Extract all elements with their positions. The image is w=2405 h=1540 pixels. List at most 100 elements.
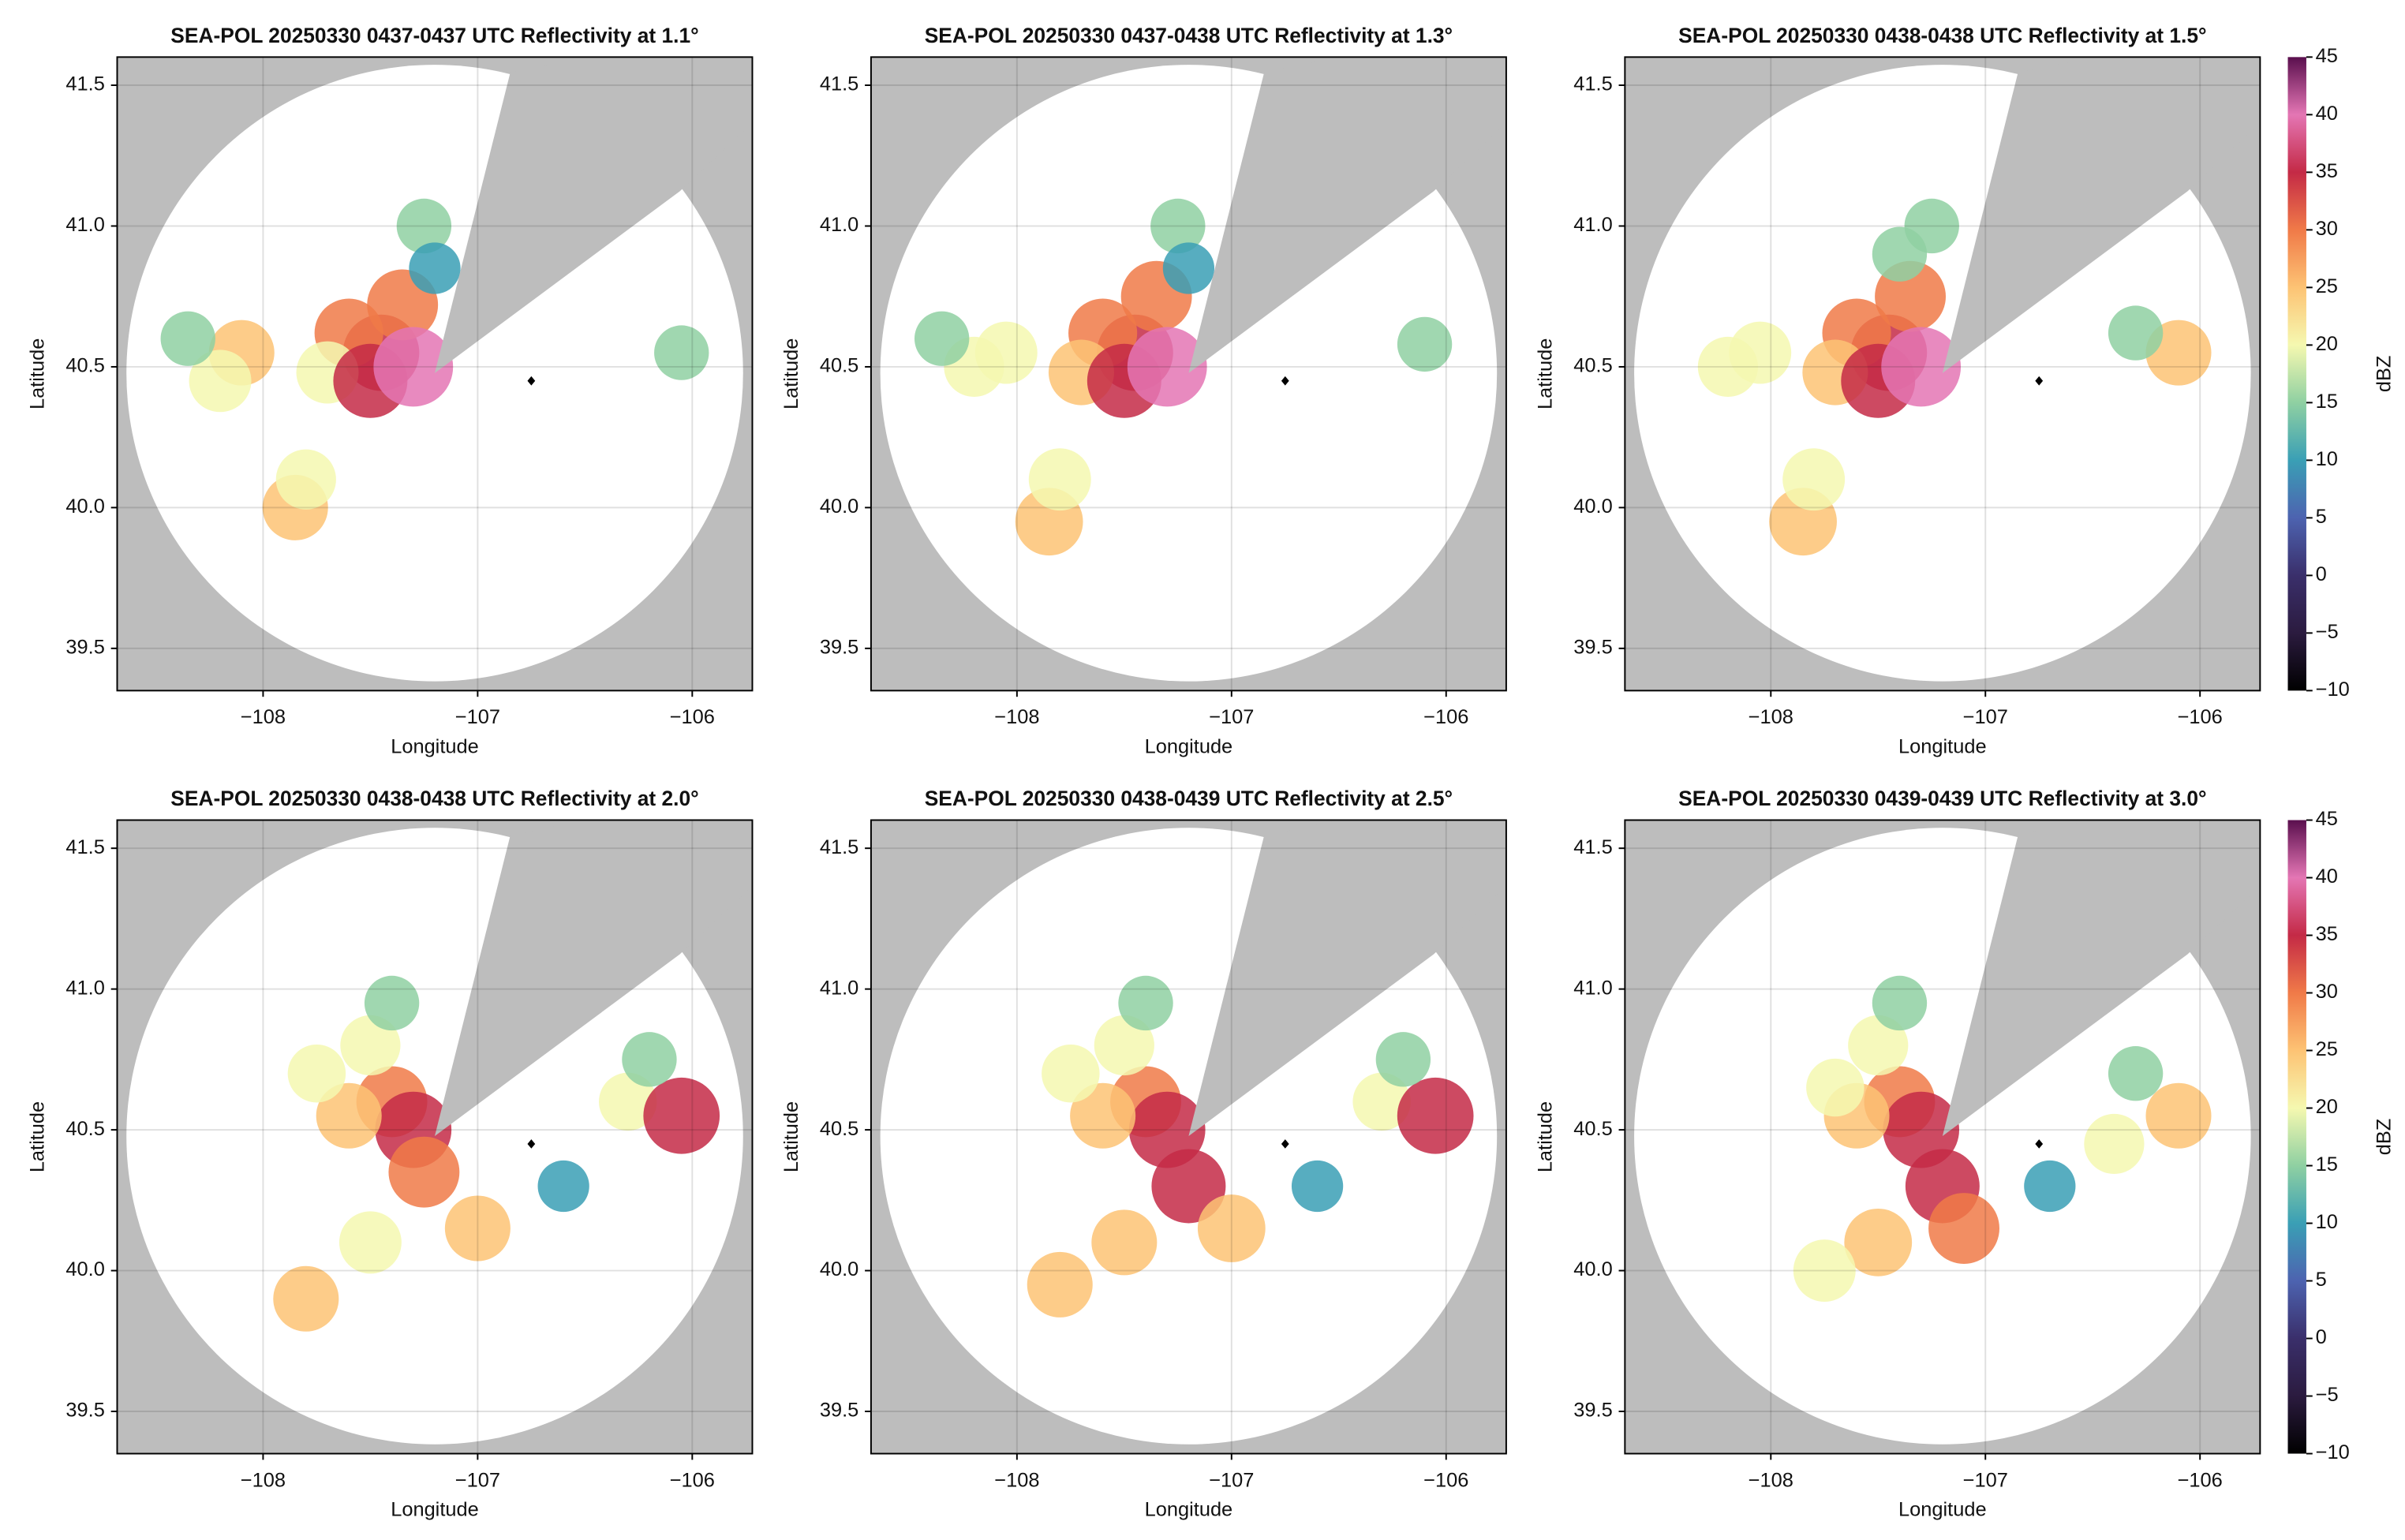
reflectivity-cell bbox=[316, 1082, 382, 1149]
colorbar-tick-label: 0 bbox=[2316, 1326, 2327, 1348]
y-tick-label: 39.5 bbox=[65, 637, 104, 659]
y-tick-label: 39.5 bbox=[820, 1400, 858, 1422]
reflectivity-cell bbox=[2108, 305, 2164, 361]
reflectivity-cell bbox=[2084, 1113, 2145, 1175]
x-tick-label: −106 bbox=[2178, 706, 2223, 728]
colorbar-tick-label: 20 bbox=[2316, 1096, 2338, 1118]
panel bbox=[1625, 57, 2261, 691]
reflectivity-cell bbox=[338, 1211, 402, 1274]
reflectivity-cell bbox=[1872, 975, 1928, 1031]
reflectivity-cell bbox=[1848, 1015, 1909, 1076]
x-tick-label: −107 bbox=[1963, 706, 2008, 728]
colorbar-tick-label: 0 bbox=[2316, 563, 2327, 585]
y-axis-label: Latitude bbox=[27, 338, 49, 409]
panel bbox=[870, 57, 1506, 691]
x-tick-label: −107 bbox=[455, 1469, 500, 1491]
reflectivity-cell bbox=[1881, 327, 1962, 407]
reflectivity-cell bbox=[654, 325, 709, 380]
reflectivity-cell bbox=[599, 1072, 657, 1131]
x-tick-label: −107 bbox=[1209, 706, 1254, 728]
site-marker bbox=[527, 1139, 536, 1149]
colorbar-tick-label: −10 bbox=[2316, 1441, 2350, 1463]
reflectivity-cell bbox=[1091, 1209, 1158, 1276]
reflectivity-cell bbox=[914, 311, 970, 366]
reflectivity-cell bbox=[1697, 336, 1758, 398]
y-tick-label: 41.0 bbox=[1573, 214, 1612, 236]
x-tick-label: −107 bbox=[455, 706, 500, 728]
colorbar-label: dBZ bbox=[2373, 356, 2395, 393]
panel bbox=[117, 820, 753, 1454]
chart-title: SEA-POL 20250330 0438-0438 UTC Reflectiv… bbox=[1678, 24, 2206, 47]
reflectivity-cell bbox=[1928, 1193, 1999, 1264]
y-tick-label: 41.5 bbox=[820, 73, 858, 95]
y-tick-label: 41.0 bbox=[1573, 977, 1612, 999]
reflectivity-cell bbox=[340, 1015, 401, 1076]
colorbar-tick-label: 20 bbox=[2316, 333, 2338, 355]
x-tick-label: −108 bbox=[241, 1469, 286, 1491]
panel bbox=[117, 57, 753, 691]
colorbar-tick-label: 30 bbox=[2316, 981, 2338, 1003]
panel bbox=[1625, 820, 2261, 1454]
y-tick-label: 41.0 bbox=[65, 214, 104, 236]
reflectivity-cell bbox=[1352, 1072, 1411, 1131]
y-tick-label: 39.5 bbox=[820, 637, 858, 659]
blocked-sector bbox=[1942, 820, 2261, 1137]
x-tick-label: −106 bbox=[670, 706, 715, 728]
site-marker bbox=[2035, 376, 2044, 386]
panel bbox=[870, 820, 1506, 1454]
axes-frame bbox=[116, 56, 754, 692]
chart-title: SEA-POL 20250330 0437-0437 UTC Reflectiv… bbox=[170, 24, 698, 47]
reflectivity-cell bbox=[1397, 316, 1453, 372]
reflectivity-cell bbox=[1197, 1194, 1266, 1262]
colorbar-tick-label: 10 bbox=[2316, 448, 2338, 470]
y-tick-label: 41.0 bbox=[820, 214, 858, 236]
x-tick-label: −107 bbox=[1209, 1469, 1254, 1491]
axes-frame bbox=[1624, 819, 2261, 1455]
reflectivity-cell bbox=[1397, 1077, 1474, 1154]
reflectivity-cell bbox=[1291, 1160, 1344, 1213]
reflectivity-cell bbox=[1150, 198, 1206, 254]
reflectivity-cell bbox=[1027, 1251, 1093, 1318]
reflectivity-cell bbox=[275, 449, 336, 510]
colorbar-tick-label: 45 bbox=[2316, 808, 2338, 830]
y-tick-label: 41.0 bbox=[65, 977, 104, 999]
y-tick-label: 40.0 bbox=[65, 1258, 104, 1280]
reflectivity-cell bbox=[373, 327, 454, 407]
reflectivity-cell bbox=[409, 242, 461, 294]
x-tick-label: −108 bbox=[994, 706, 1039, 728]
reflectivity-cell bbox=[388, 1136, 460, 1208]
axes-frame bbox=[870, 819, 1507, 1455]
y-tick-label: 40.5 bbox=[1573, 355, 1612, 377]
reflectivity-cell bbox=[396, 198, 452, 254]
reflectivity-cell bbox=[1162, 242, 1215, 294]
reflectivity-cell bbox=[189, 349, 252, 413]
site-marker bbox=[1281, 1139, 1289, 1149]
axes-frame bbox=[870, 56, 1507, 692]
y-tick-label: 40.0 bbox=[820, 495, 858, 518]
reflectivity-cell bbox=[2108, 1046, 2164, 1101]
y-tick-label: 41.5 bbox=[1573, 836, 1612, 858]
y-tick-label: 40.5 bbox=[820, 355, 858, 377]
reflectivity-cell bbox=[287, 1044, 346, 1103]
chart-title: SEA-POL 20250330 0438-0438 UTC Reflectiv… bbox=[170, 787, 698, 810]
reflectivity-cell bbox=[273, 1265, 339, 1332]
colorbar-tick-label: 40 bbox=[2316, 103, 2338, 125]
y-tick-label: 39.5 bbox=[65, 1400, 104, 1422]
reflectivity-cell bbox=[1118, 975, 1173, 1031]
reflectivity-cell bbox=[537, 1160, 589, 1213]
reflectivity-cell bbox=[1806, 1058, 1865, 1117]
reflectivity-cell bbox=[1872, 226, 1928, 282]
reflectivity-cell bbox=[1128, 1091, 1206, 1168]
y-tick-label: 41.5 bbox=[65, 836, 104, 858]
blocked-sector bbox=[434, 57, 753, 373]
reflectivity-cell bbox=[1042, 1044, 1100, 1103]
reflectivity-cell bbox=[160, 311, 215, 366]
x-axis-label: Longitude bbox=[391, 1499, 479, 1521]
colorbar-tick-label: 45 bbox=[2316, 45, 2338, 67]
y-tick-label: 41.5 bbox=[820, 836, 858, 858]
reflectivity-cell bbox=[364, 975, 420, 1031]
reflectivity-cell bbox=[622, 1032, 677, 1087]
reflectivity-cell bbox=[1028, 448, 1091, 511]
chart-title: SEA-POL 20250330 0437-0438 UTC Reflectiv… bbox=[925, 24, 1453, 47]
